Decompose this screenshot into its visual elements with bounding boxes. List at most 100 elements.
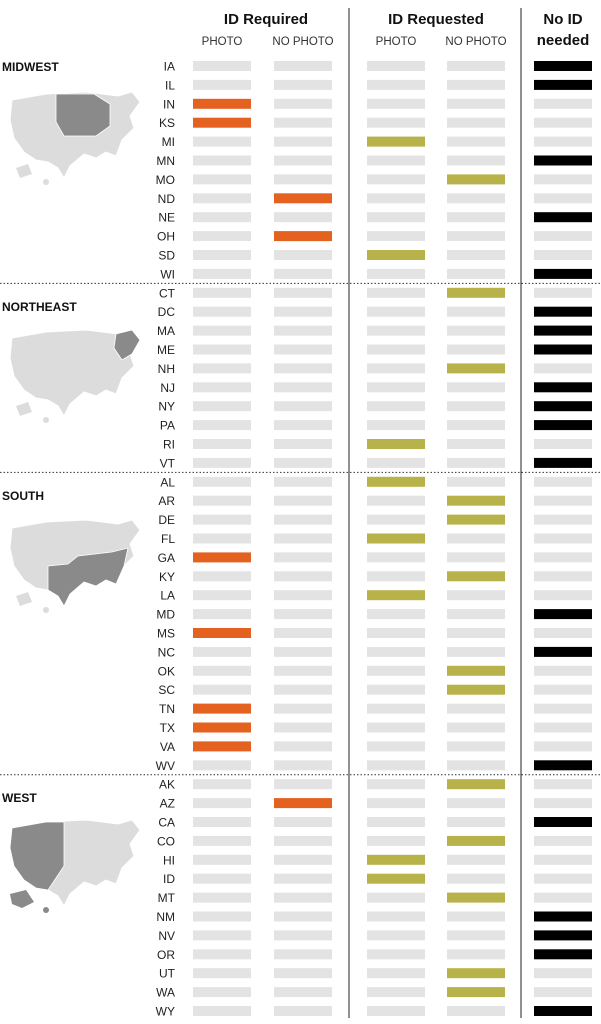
state-label: KY xyxy=(159,570,175,584)
state-row-wv: WV xyxy=(156,759,592,773)
cell-empty-required-no-photo xyxy=(274,873,332,884)
cell-empty-requested-photo xyxy=(367,835,425,846)
cell-empty-requested-no-photo xyxy=(447,268,505,279)
cell-empty-required-photo xyxy=(193,779,251,790)
cell-empty-requested-photo xyxy=(367,268,425,279)
cell-empty-required-photo xyxy=(193,155,251,166)
state-row-va: VA xyxy=(160,740,592,754)
cell-empty-requested-photo xyxy=(367,117,425,128)
cell-empty-required-photo xyxy=(193,873,251,884)
cell-empty-required-no-photo xyxy=(274,325,332,336)
cell-empty-requested-photo xyxy=(367,287,425,298)
header-id-requested: ID Requested xyxy=(388,11,484,28)
state-label: TX xyxy=(160,721,175,735)
cell-empty-no-id xyxy=(534,495,592,506)
state-row-ca: CA xyxy=(158,816,592,830)
state-row-nv: NV xyxy=(158,929,592,943)
cell-empty-requested-no-photo xyxy=(447,533,505,544)
state-label: MS xyxy=(157,627,175,641)
cell-empty-requested-no-photo xyxy=(447,817,505,827)
cell-empty-required-no-photo xyxy=(274,514,332,525)
cell-empty-requested-no-photo xyxy=(447,930,505,941)
cell-empty-no-id xyxy=(534,892,592,903)
cell-empty-required-no-photo xyxy=(274,495,332,506)
state-row-wi: WI xyxy=(160,267,592,281)
cell-empty-requested-photo xyxy=(367,646,425,657)
region-label-northeast: NORTHEAST xyxy=(2,300,77,314)
cell-empty-requested-photo xyxy=(367,798,425,809)
state-label: MD xyxy=(156,608,175,622)
cell-empty-no-id xyxy=(534,533,592,544)
cell-empty-required-no-photo xyxy=(274,382,332,393)
cell-empty-required-no-photo xyxy=(274,136,332,147)
state-label: VA xyxy=(160,740,175,754)
state-label: IL xyxy=(165,78,175,92)
bar-required-no-photo xyxy=(274,231,332,242)
state-row-nd: ND xyxy=(158,192,592,206)
cell-empty-requested-photo xyxy=(367,514,425,525)
state-row-hi: HI xyxy=(163,853,592,867)
bar-required-photo xyxy=(193,552,251,563)
bar-requested-photo xyxy=(367,250,425,260)
state-label: OK xyxy=(158,664,175,678)
cell-empty-required-photo xyxy=(193,495,251,506)
cell-empty-requested-no-photo xyxy=(447,136,505,147)
bar-requested-no-photo xyxy=(447,892,505,903)
state-label: HI xyxy=(163,853,175,867)
bar-required-photo xyxy=(193,117,251,128)
cell-empty-required-no-photo xyxy=(274,363,332,374)
state-label: VT xyxy=(160,456,176,470)
state-row-oh: OH xyxy=(157,230,592,244)
cell-empty-no-id xyxy=(534,231,592,242)
cell-empty-no-id xyxy=(534,779,592,790)
state-row-sc: SC xyxy=(158,683,592,697)
cell-empty-required-no-photo xyxy=(274,533,332,544)
bar-no-id xyxy=(534,646,592,657)
cell-empty-required-no-photo xyxy=(274,155,332,166)
bar-required-photo xyxy=(193,703,251,714)
bar-no-id xyxy=(534,930,592,941)
cell-empty-required-no-photo xyxy=(274,476,332,487)
bar-requested-photo xyxy=(367,533,425,544)
bar-no-id xyxy=(534,911,592,922)
bar-requested-no-photo xyxy=(447,987,505,998)
bar-required-no-photo xyxy=(274,193,332,204)
cell-empty-no-id xyxy=(534,98,592,109)
bar-requested-photo xyxy=(367,476,425,487)
state-label: SC xyxy=(158,683,175,697)
cell-empty-requested-no-photo xyxy=(447,911,505,922)
state-label: CA xyxy=(158,816,175,830)
bar-requested-no-photo xyxy=(447,174,505,185)
cell-empty-requested-photo xyxy=(367,779,425,790)
cell-empty-requested-photo xyxy=(367,193,425,204)
header-no-id-line2: needed xyxy=(537,32,590,49)
cell-empty-no-id xyxy=(534,684,592,695)
cell-empty-requested-no-photo xyxy=(447,949,505,960)
bar-no-id xyxy=(534,306,592,317)
cell-empty-required-photo xyxy=(193,231,251,242)
state-row-mt: MT xyxy=(158,891,592,905)
cell-empty-required-no-photo xyxy=(274,98,332,109)
cell-empty-requested-photo xyxy=(367,174,425,185)
state-label: KS xyxy=(159,116,175,130)
state-row-ms: MS xyxy=(157,627,592,641)
state-row-la: LA xyxy=(160,589,592,603)
cell-empty-no-id xyxy=(534,193,592,204)
cell-empty-required-photo xyxy=(193,646,251,657)
cell-empty-required-no-photo xyxy=(274,646,332,657)
cell-empty-requested-photo xyxy=(367,930,425,941)
cell-empty-no-id xyxy=(534,854,592,865)
state-row-al: AL xyxy=(160,475,592,489)
cell-empty-requested-photo xyxy=(367,382,425,393)
bar-no-id xyxy=(534,344,592,355)
state-row-ky: KY xyxy=(159,570,592,584)
cell-empty-required-photo xyxy=(193,363,251,374)
cell-empty-required-photo xyxy=(193,854,251,865)
cell-empty-required-no-photo xyxy=(274,892,332,903)
state-row-nj: NJ xyxy=(160,381,592,395)
cell-empty-required-photo xyxy=(193,590,251,601)
cell-empty-requested-no-photo xyxy=(447,590,505,601)
cell-empty-required-photo xyxy=(193,268,251,279)
cell-empty-no-id xyxy=(534,439,592,449)
state-label: UT xyxy=(159,967,176,981)
